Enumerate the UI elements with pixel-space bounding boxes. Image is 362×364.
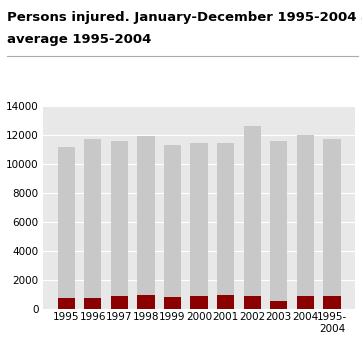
Bar [58,298,75,309]
Bar [84,139,101,298]
Bar [164,297,181,309]
Bar [84,298,101,309]
Bar [270,301,287,309]
Bar [58,147,75,298]
Bar [217,143,234,295]
Bar [190,143,208,296]
Bar [190,296,208,309]
Bar [137,136,155,295]
Bar [244,296,261,309]
Bar [111,296,128,309]
Bar [297,296,314,309]
Bar [111,141,128,296]
Bar [323,139,341,296]
Bar [217,295,234,309]
Bar [270,141,287,301]
Bar [297,135,314,296]
Text: Persons injured. January-December 1995-2004 and: Persons injured. January-December 1995-2… [7,11,362,24]
Bar [164,145,181,297]
Bar [137,295,155,309]
Bar [244,126,261,296]
Bar [323,296,341,309]
Text: average 1995-2004: average 1995-2004 [7,33,152,46]
